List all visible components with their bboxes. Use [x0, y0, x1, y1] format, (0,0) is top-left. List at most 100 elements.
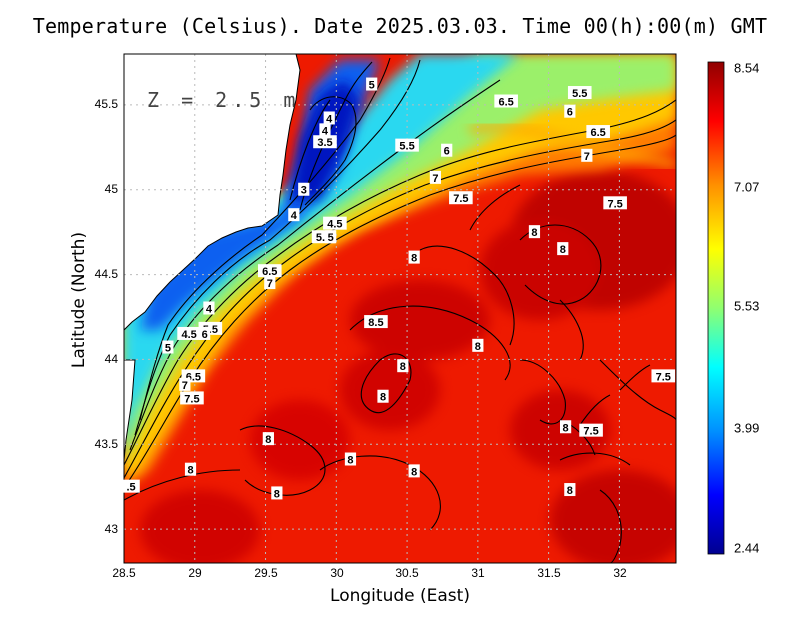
contour-label: 5.5 [567, 86, 592, 100]
svg-text:8: 8 [380, 392, 386, 404]
colorbar [707, 61, 725, 555]
contour-label: 4 [203, 301, 215, 316]
contour-label: 8 [528, 225, 541, 239]
svg-text:6.5: 6.5 [499, 97, 514, 109]
svg-text:8: 8 [400, 361, 406, 373]
svg-text:8: 8 [274, 488, 280, 500]
contour-label: 5 [366, 77, 378, 92]
svg-text:7: 7 [584, 151, 590, 163]
contour-label: 7.5 [579, 423, 603, 438]
contour-label: 8 [344, 452, 357, 467]
contour-label: 8 [397, 359, 409, 373]
contour-label: 7.5 [651, 369, 676, 383]
contour-label: 7.5 [180, 391, 204, 405]
y-tick-label: 45.5 [94, 97, 118, 111]
contour-label: 6 [199, 326, 211, 341]
svg-text:7.5: 7.5 [453, 193, 468, 205]
contour-label: 4 [323, 111, 335, 125]
svg-text:8: 8 [563, 422, 569, 434]
svg-text:7: 7 [182, 380, 188, 392]
contour-label: 8 [557, 242, 569, 256]
contour-label: 8 [564, 483, 576, 497]
colorbar-label: 2.44 [734, 540, 760, 556]
contour-label: 7 [264, 276, 276, 290]
y-tick-label: 44.5 [94, 267, 118, 281]
x-tick-label: 30 [330, 566, 344, 580]
x-axis-label: Longitude (East) [330, 586, 470, 606]
svg-text:5.5: 5.5 [572, 88, 587, 100]
contour-label: 8 [408, 464, 420, 478]
contour-label: 7.5 [603, 196, 627, 210]
svg-text:5: 5 [328, 232, 334, 244]
contour-label: 8 [472, 338, 484, 353]
svg-text:8: 8 [187, 465, 193, 477]
x-tick-label: 29.5 [254, 566, 278, 580]
svg-text:5: 5 [165, 343, 171, 355]
contour-label: 4 [288, 208, 300, 222]
svg-text:4: 4 [322, 125, 329, 137]
contour-label: 4.5 [177, 326, 201, 341]
plot-frame [123, 53, 677, 564]
colorbar-label: 5.53 [734, 298, 760, 314]
x-tick-label: 30.5 [395, 566, 419, 580]
svg-text:7.5: 7.5 [583, 426, 598, 438]
depth-label: Z = 2.5 m [147, 88, 301, 112]
contour-label: 8 [560, 420, 572, 434]
svg-text:6.5: 6.5 [262, 266, 277, 278]
svg-text:6: 6 [202, 329, 208, 341]
svg-text:7.5: 7.5 [184, 393, 199, 405]
svg-text:5.5: 5.5 [399, 141, 414, 153]
contour-label: 8 [262, 432, 274, 446]
contour-label: 5 [325, 230, 337, 244]
svg-text:4: 4 [206, 304, 213, 316]
x-tick-label: 31 [471, 566, 485, 580]
contour-label: 4.5 [323, 216, 347, 231]
svg-text:8: 8 [347, 455, 353, 467]
y-tick-label: 43 [104, 522, 118, 536]
svg-text:8: 8 [411, 466, 417, 478]
svg-text:3: 3 [301, 185, 307, 197]
contour-label: 7.5 [449, 191, 473, 205]
svg-text:4: 4 [291, 210, 298, 222]
colorbar-label: 3.99 [734, 420, 760, 436]
map-title: Temperature (Celsius). Date 2025.03.03. … [32, 14, 768, 38]
svg-text:7: 7 [267, 278, 273, 290]
svg-text:8: 8 [560, 244, 566, 256]
contour-label: 5 [162, 340, 174, 355]
svg-text:5: 5 [369, 80, 375, 92]
contour-label: 7 [429, 170, 441, 185]
x-tick-label: 29 [188, 566, 202, 580]
contour-label: 6.5 [586, 125, 610, 139]
svg-text:7.5: 7.5 [607, 198, 622, 210]
land-mass [124, 54, 301, 331]
svg-text:8: 8 [531, 227, 537, 239]
contour-label: 6 [441, 143, 453, 158]
y-tick-label: 44 [104, 352, 118, 366]
svg-text:8: 8 [265, 434, 271, 446]
contour-label: 8 [184, 462, 197, 477]
contour-label: 3.5 [313, 135, 337, 149]
contour-label: 6.5 [257, 264, 282, 278]
colorbar-label: 7.07 [734, 179, 760, 195]
y-axis-label: Latitude (North) [69, 231, 89, 369]
svg-text:8: 8 [475, 341, 481, 353]
svg-text:6.5: 6.5 [591, 127, 606, 139]
contour-label: 7 [581, 148, 593, 163]
svg-text:4.5: 4.5 [181, 329, 196, 341]
svg-text:7: 7 [432, 173, 438, 185]
contour-label: 3 [298, 182, 310, 197]
contour-label: 6.5 [494, 94, 518, 109]
y-tick-label: 45 [104, 182, 118, 196]
y-tick-label: 43.5 [94, 437, 118, 451]
svg-text:6: 6 [567, 107, 573, 119]
x-tick-label: 31.5 [537, 566, 561, 580]
svg-text:8: 8 [411, 253, 417, 265]
contour-label: 8.5 [364, 315, 388, 329]
svg-text:4.5: 4.5 [327, 219, 342, 231]
contour-label: 7 [179, 377, 191, 392]
contour-label: 8 [377, 389, 389, 404]
contour-label: 5.5 [395, 138, 419, 153]
contour-label: 4 [319, 123, 331, 137]
